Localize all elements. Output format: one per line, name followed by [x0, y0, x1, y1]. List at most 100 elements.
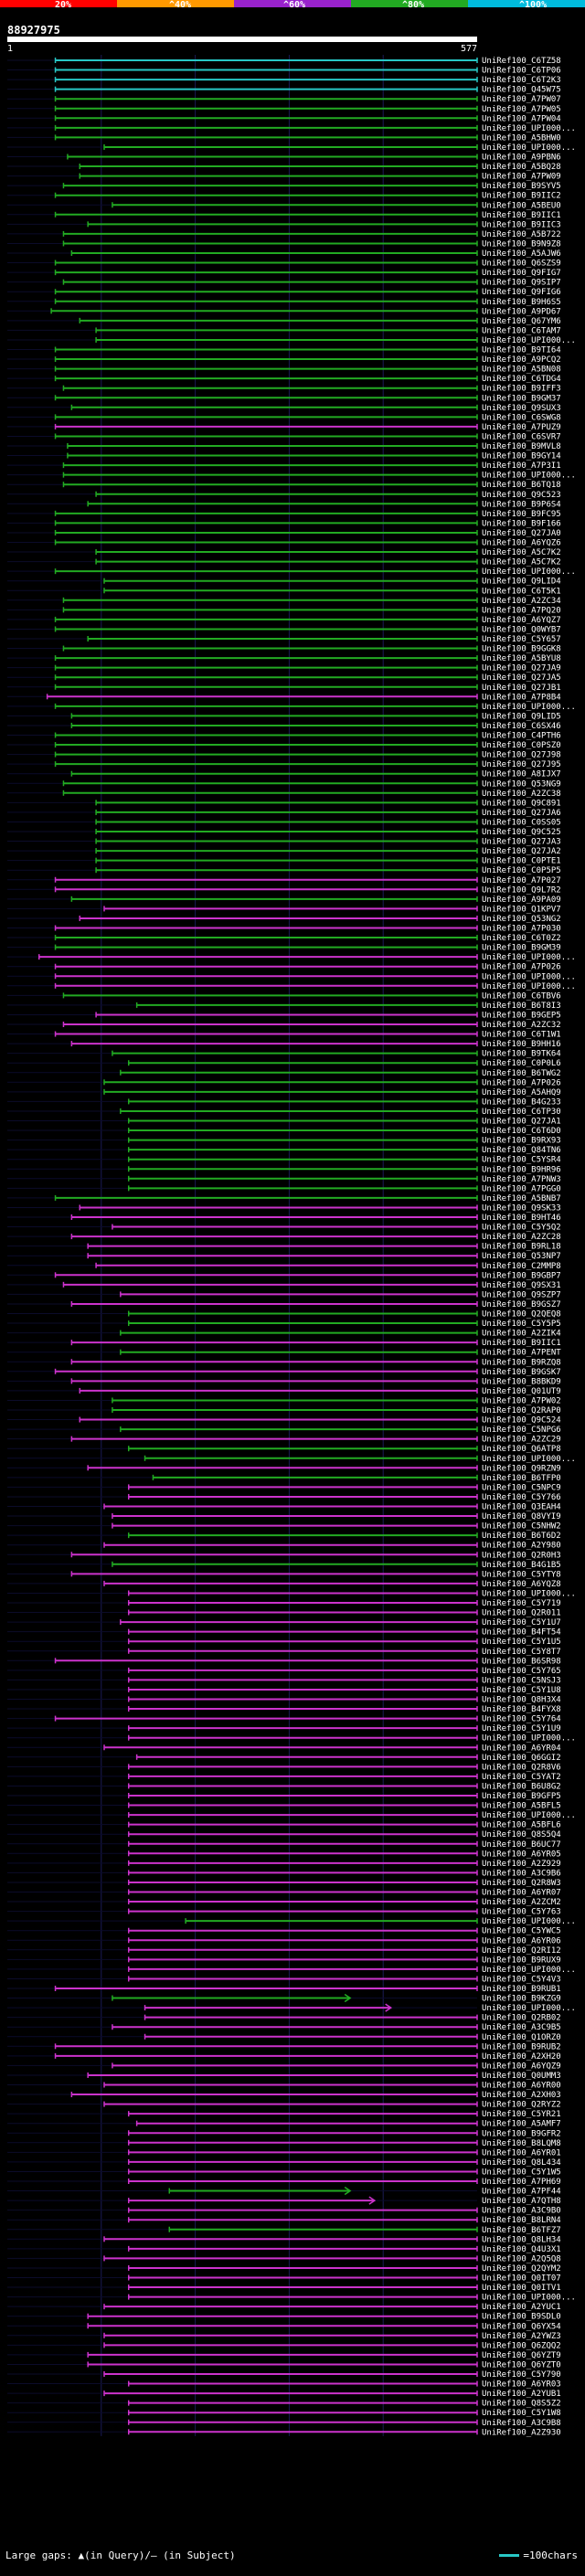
- hit-row[interactable]: UniRef100_A3C9B6: [7, 1869, 561, 1878]
- hit-row[interactable]: UniRef100_A6YQZ9: [7, 2062, 561, 2071]
- hit-row[interactable]: UniRef100_B9HR96: [7, 1165, 561, 1174]
- hit-row[interactable]: UniRef100_B9GEP5: [7, 1011, 561, 1020]
- hit-row[interactable]: UniRef100_Q0IT07: [7, 2274, 561, 2284]
- hit-row[interactable]: UniRef100_Q8S5Q4: [7, 1830, 561, 1839]
- hit-row[interactable]: UniRef100_UPI000...: [7, 972, 576, 981]
- hit-row[interactable]: UniRef100_B9RZQ8: [7, 1358, 561, 1367]
- hit-row[interactable]: UniRef100_Q84TN6: [7, 1146, 561, 1155]
- hit-row[interactable]: UniRef100_UPI000...: [7, 982, 576, 991]
- hit-row[interactable]: UniRef100_A7P027: [7, 876, 561, 885]
- hit-row[interactable]: UniRef100_Q9C891: [7, 799, 561, 808]
- hit-row[interactable]: UniRef100_Q1ORZ0: [7, 2033, 561, 2042]
- hit-row[interactable]: UniRef100_Q9LID5: [7, 712, 561, 721]
- hit-row[interactable]: UniRef100_Q27JA6: [7, 809, 561, 818]
- hit-row[interactable]: UniRef100_UPI000...: [7, 1734, 576, 1744]
- hit-row[interactable]: UniRef100_C5YWC5: [7, 1927, 561, 1936]
- hit-row[interactable]: UniRef100_A3C9B5: [7, 2023, 561, 2032]
- hit-row[interactable]: UniRef100_B9GFR2: [7, 2129, 561, 2138]
- hit-row[interactable]: UniRef100_Q6YZT9: [7, 2351, 561, 2360]
- hit-row[interactable]: UniRef100_Q27JA0: [7, 529, 561, 538]
- hit-row[interactable]: UniRef100_C5Y657: [7, 635, 561, 644]
- hit-row[interactable]: UniRef100_Q2QEQ8: [7, 1310, 561, 1320]
- hit-row[interactable]: UniRef100_Q2RYZ2: [7, 2101, 561, 2110]
- hit-row[interactable]: UniRef100_B4FYX8: [7, 1705, 561, 1714]
- hit-row[interactable]: UniRef100_A2YUB1: [7, 2390, 561, 2399]
- hit-row[interactable]: UniRef100_B9FC95: [7, 510, 561, 519]
- hit-row[interactable]: UniRef100_B9RUB2: [7, 2042, 561, 2051]
- hit-row[interactable]: UniRef100_C6TDG4: [7, 375, 561, 384]
- hit-row[interactable]: UniRef100_B9IIC2: [7, 192, 561, 201]
- hit-row[interactable]: UniRef100_B9TK64: [7, 1050, 561, 1059]
- hit-row[interactable]: UniRef100_C6T5K1: [7, 587, 561, 596]
- hit-row[interactable]: UniRef100_A7P030: [7, 925, 561, 934]
- hit-row[interactable]: UniRef100_B6TWG2: [7, 1069, 561, 1078]
- hit-row[interactable]: UniRef100_A3C9B8: [7, 2419, 561, 2428]
- hit-row[interactable]: UniRef100_Q9C523: [7, 491, 561, 500]
- hit-row[interactable]: UniRef100_Q27JA9: [7, 664, 561, 673]
- hit-row[interactable]: UniRef100_A6YR00: [7, 2082, 561, 2091]
- hit-row[interactable]: UniRef100_Q9RZN9: [7, 1464, 561, 1473]
- hit-row[interactable]: UniRef100_A5BN08: [7, 366, 561, 375]
- hit-row[interactable]: UniRef100_A9PCQ2: [7, 355, 561, 365]
- hit-row[interactable]: UniRef100_C5YTY8: [7, 1570, 561, 1579]
- hit-row[interactable]: UniRef100_C5Y1W8: [7, 2409, 561, 2418]
- hit-row[interactable]: UniRef100_C5Y4V3: [7, 1975, 561, 1984]
- hit-row[interactable]: UniRef100_A5AJW6: [7, 249, 561, 259]
- hit-row[interactable]: UniRef100_A6YQZ7: [7, 616, 561, 625]
- hit-row[interactable]: UniRef100_UPI000...: [7, 1966, 576, 1975]
- hit-row[interactable]: UniRef100_Q27J98: [7, 751, 561, 760]
- hit-row[interactable]: UniRef100_C6T2K3: [7, 76, 561, 85]
- hit-row[interactable]: UniRef100_C6TAM7: [7, 326, 561, 335]
- hit-row[interactable]: UniRef100_A2ZC32: [7, 1021, 561, 1030]
- hit-row[interactable]: UniRef100_B9RL18: [7, 1243, 561, 1252]
- hit-row[interactable]: UniRef100_B9TI64: [7, 346, 561, 355]
- hit-row[interactable]: UniRef100_Q53NG2: [7, 915, 561, 924]
- hit-row[interactable]: UniRef100_A5AHQ9: [7, 1088, 561, 1097]
- hit-row[interactable]: UniRef100_Q9SX31: [7, 1281, 561, 1290]
- hit-row[interactable]: UniRef100_A6YR03: [7, 2380, 561, 2390]
- hit-row[interactable]: UniRef100_C5Y1W5: [7, 2168, 561, 2177]
- hit-row[interactable]: UniRef100_A2YUC1: [7, 2303, 561, 2312]
- hit-row[interactable]: UniRef100_B9GSZ7: [7, 1300, 561, 1309]
- hit-row[interactable]: UniRef100_Q6YX54: [7, 2322, 561, 2331]
- hit-row[interactable]: UniRef100_UPI000...: [7, 567, 576, 577]
- hit-row[interactable]: UniRef100_A9PA09: [7, 896, 561, 905]
- hit-row[interactable]: UniRef100_C5Y5Q2: [7, 1224, 561, 1233]
- hit-row[interactable]: UniRef100_C5NPC9: [7, 1483, 561, 1492]
- hit-row[interactable]: UniRef100_B4FT54: [7, 1628, 561, 1638]
- hit-row[interactable]: UniRef100_B6TQ18: [7, 481, 561, 490]
- hit-row[interactable]: UniRef100_A7QTH8: [7, 2196, 561, 2206]
- hit-row[interactable]: UniRef100_Q3EAH4: [7, 1503, 561, 1512]
- hit-row[interactable]: UniRef100_A7PH69: [7, 2178, 561, 2187]
- hit-row[interactable]: UniRef100_B9IIC3: [7, 220, 561, 229]
- hit-row[interactable]: UniRef100_C5Y8T7: [7, 1648, 561, 1657]
- hit-row[interactable]: UniRef100_Q53NP7: [7, 1252, 561, 1261]
- hit-row[interactable]: UniRef100_Q9L7R2: [7, 885, 561, 895]
- hit-row[interactable]: UniRef100_Q9SIP7: [7, 279, 561, 288]
- hit-row[interactable]: UniRef100_C5YAT2: [7, 1773, 561, 1782]
- hit-row[interactable]: UniRef100_Q2R011: [7, 1609, 561, 1618]
- hit-row[interactable]: UniRef100_B6U8G2: [7, 1782, 561, 1791]
- hit-row[interactable]: UniRef100_Q8L434: [7, 2158, 561, 2168]
- hit-row[interactable]: UniRef100_Q4U3X1: [7, 2245, 561, 2254]
- hit-row[interactable]: UniRef100_B6UC77: [7, 1840, 561, 1850]
- hit-row[interactable]: UniRef100_B8LRN4: [7, 2216, 561, 2225]
- hit-row[interactable]: UniRef100_A7PW09: [7, 173, 561, 182]
- hit-row[interactable]: UniRef100_C5Y765: [7, 1667, 561, 1676]
- hit-row[interactable]: UniRef100_C0P5P5: [7, 866, 561, 875]
- hit-row[interactable]: UniRef100_Q01UT9: [7, 1387, 561, 1396]
- hit-row[interactable]: UniRef100_Q0ITV1: [7, 2284, 561, 2293]
- hit-row[interactable]: UniRef100_A7PUZ9: [7, 423, 561, 432]
- hit-row[interactable]: UniRef100_B9IFF3: [7, 385, 561, 394]
- hit-row[interactable]: UniRef100_C5Y766: [7, 1493, 561, 1502]
- hit-row[interactable]: UniRef100_Q45W75: [7, 86, 561, 95]
- hit-row[interactable]: UniRef100_Q27JB1: [7, 684, 561, 693]
- hit-row[interactable]: UniRef100_B4G1B5: [7, 1561, 561, 1570]
- hit-row[interactable]: UniRef100_A7P026: [7, 1078, 561, 1087]
- hit-row[interactable]: UniRef100_UPI000...: [7, 124, 576, 133]
- hit-row[interactable]: UniRef100_A5BYU8: [7, 654, 561, 663]
- hit-row[interactable]: UniRef100_Q2RAP0: [7, 1406, 561, 1415]
- hit-row[interactable]: UniRef100_Q2R8V6: [7, 1763, 561, 1772]
- hit-row[interactable]: UniRef100_B9F166: [7, 519, 561, 528]
- hit-row[interactable]: UniRef100_UPI000...: [7, 472, 576, 481]
